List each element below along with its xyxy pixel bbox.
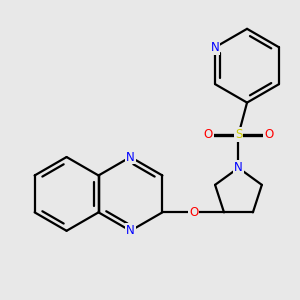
- Text: N: N: [234, 161, 243, 174]
- Text: N: N: [211, 41, 220, 54]
- Text: N: N: [126, 151, 135, 164]
- Text: N: N: [126, 224, 135, 237]
- Text: O: O: [189, 206, 198, 219]
- Text: O: O: [264, 128, 273, 141]
- Text: S: S: [235, 128, 242, 141]
- Text: O: O: [204, 128, 213, 141]
